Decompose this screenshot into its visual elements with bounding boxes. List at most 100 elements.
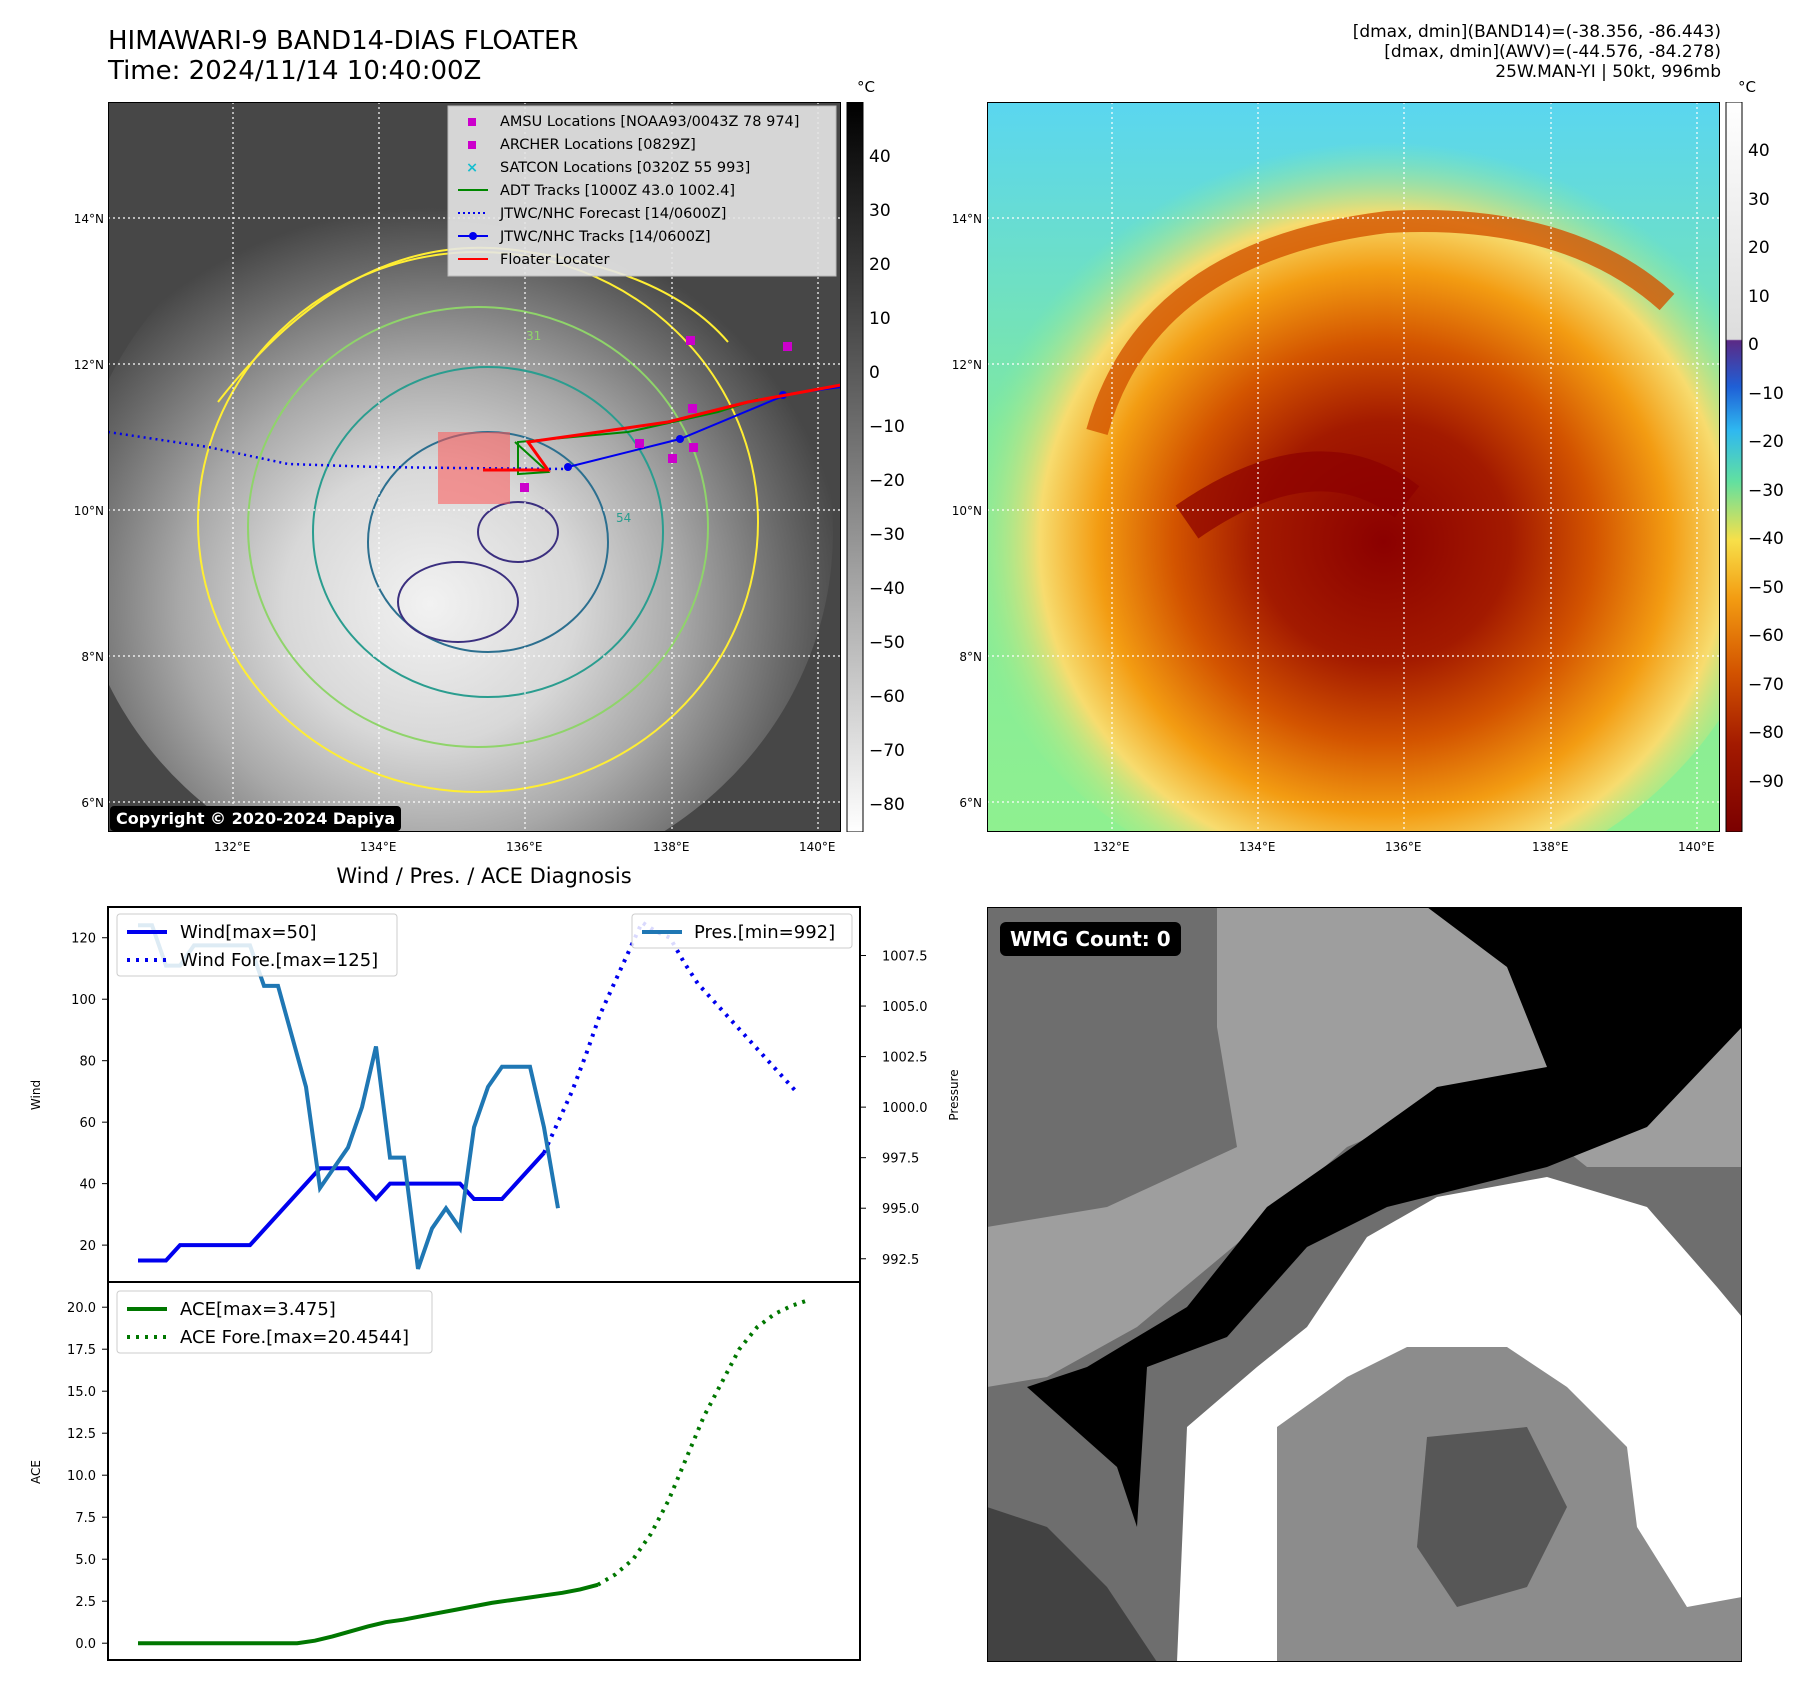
info-line1: [dmax, dmin](BAND14)=(-38.356, -86.443) [1352, 22, 1721, 42]
wind-pressure-chart: Wind Pressure 20 40 60 80 100 120 992.5 995.0 9… [29, 906, 961, 1283]
right-colorbar-tick: −80 [1748, 723, 1784, 743]
left-colorbar-tick: −20 [869, 471, 905, 491]
ace-tick-label: 15.0 [67, 1385, 96, 1400]
outer-rainband [1086, 210, 1675, 435]
legend-amsu-marker [468, 118, 476, 126]
legend-wind-fore: Wind Fore.[max=125] [180, 950, 378, 971]
pressure-tick-label: 1007.5 [882, 950, 928, 965]
lon-label: 140°E [799, 840, 836, 854]
lon-label: 138°E [653, 840, 690, 854]
wmg-dark-corner [987, 1507, 1157, 1662]
jtwc-track-points [564, 391, 787, 471]
ace-tick-label: 12.5 [67, 1427, 96, 1442]
info-line3: 25W.MAN-YI | 50kt, 996mb [1495, 62, 1721, 82]
right-map-lat-labels: 14°N 12°N 10°N 8°N 6°N [938, 102, 982, 832]
legend-ace-fore: ACE Fore.[max=20.4544] [180, 1327, 409, 1348]
wind-tick-label: 60 [79, 1116, 96, 1131]
title-line2: Time: 2024/11/14 10:40:00Z [108, 56, 482, 86]
wind-tick-label: 40 [79, 1178, 96, 1193]
contour-teal [312, 366, 664, 698]
lon-label: 136°E [1385, 840, 1422, 854]
ace-tick-label: 7.5 [75, 1511, 96, 1526]
copyright-badge: Copyright © 2020-2024 Dapiya [110, 806, 402, 831]
left-colorbar-tick: 10 [869, 309, 891, 329]
ace-tick-label: 20.0 [67, 1301, 96, 1316]
contour-green [247, 306, 709, 748]
adt-track [514, 398, 759, 476]
wind-legend [116, 913, 398, 977]
pressure-legend [631, 913, 853, 949]
right-colorbar-tick: −90 [1748, 772, 1784, 792]
left-colorbar-tick: 40 [869, 147, 891, 167]
pressure-tick-label: 992.5 [882, 1253, 919, 1268]
lon-label: 138°E [1532, 840, 1569, 854]
legend-pres: Pres.[min=992] [694, 922, 835, 943]
ace-series-line [138, 1582, 599, 1646]
lat-label: 14°N [73, 212, 104, 226]
right-colorbar-tick: −40 [1748, 529, 1784, 549]
lat-label: 10°N [951, 504, 982, 518]
pressure-tick-label: 1005.0 [882, 1000, 928, 1015]
contour-label-54: 54 [616, 511, 631, 525]
wind-tick-label: 20 [79, 1239, 96, 1254]
ace-tick-label: 17.5 [67, 1343, 96, 1358]
ace-chart: ACE 0.0 2.5 5.0 7.5 10.0 12.5 15.0 17.5 20.0 ACE… [29, 1282, 861, 1661]
left-colorbar-tick: −10 [869, 417, 905, 437]
legend-amsu: AMSU Locations [NOAA93/0043Z 78 974] [500, 114, 799, 130]
pressure-tick-label: 995.0 [882, 1202, 919, 1217]
lon-label: 140°E [1678, 840, 1715, 854]
right-colorbar-tick: 20 [1748, 238, 1770, 258]
contour-indigo [397, 561, 519, 643]
lat-label: 8°N [81, 650, 104, 664]
right-colorbar-tick: 10 [1748, 287, 1770, 307]
legend-wind: Wind[max=50] [180, 922, 317, 943]
right-colorbar: 40 30 20 10 0 −10 −20 −30 −40 −50 −60 −7… [1725, 102, 1784, 832]
wind-series-line [138, 1151, 546, 1263]
legend-satcon-marker: × [466, 160, 478, 176]
right-colorbar-tick: −70 [1748, 675, 1784, 695]
map-legend-box [447, 105, 837, 277]
left-colorbar-tick: −50 [869, 633, 905, 653]
right-colorbar-tick: 0 [1748, 335, 1759, 355]
legend-archer-marker [468, 141, 476, 149]
wmg-panel [987, 907, 1742, 1662]
right-colorbar-tick: −10 [1748, 384, 1784, 404]
jtwc-forecast-track [108, 430, 569, 471]
wind-tick-label: 100 [71, 993, 96, 1008]
left-colorbar-tick: −30 [869, 525, 905, 545]
pressure-tick-label: 1000.0 [882, 1101, 928, 1116]
info-block: [dmax, dmin](BAND14)=(-38.356, -86.443) … [1353, 22, 1721, 82]
inner-rainband [1175, 451, 1420, 539]
wmg-count-badge: WMG Count: 0 [1000, 922, 1181, 956]
left-map-lat-labels: 14°N 12°N 10°N 8°N 6°N [60, 102, 104, 832]
left-colorbar-tick: 0 [869, 363, 880, 383]
lon-label: 132°E [1093, 840, 1130, 854]
right-colorbar-tick: 40 [1748, 141, 1770, 161]
right-colorbar-tick: −20 [1748, 432, 1784, 452]
lat-label: 12°N [73, 358, 104, 372]
ace-tick-label: 5.0 [75, 1553, 96, 1568]
ace-axis-label: ACE [29, 1460, 43, 1484]
main-title: HIMAWARI-9 BAND14-DIAS FLOATER Time: 202… [108, 26, 578, 86]
lat-label: 12°N [951, 358, 982, 372]
left-map-lon-labels: 132°E 134°E 136°E 138°E 140°E [108, 840, 841, 860]
ir-grayscale-map: 31 54 AMSU Locations [NOAA93/0043Z 78 97… [108, 102, 841, 832]
floater-locater [483, 383, 841, 472]
left-colorbar-tick: −40 [869, 579, 905, 599]
ace-tick-label: 10.0 [67, 1469, 96, 1484]
pressure-tick-label: 1002.5 [882, 1051, 928, 1066]
legend-adt: ADT Tracks [1000Z 43.0 1002.4] [500, 183, 735, 199]
wmg-black-band [1027, 907, 1742, 1527]
legend-track: JTWC/NHC Tracks [14/0600Z] [499, 229, 711, 245]
lon-label: 132°E [214, 840, 251, 854]
ace-tick-label: 0.0 [75, 1637, 96, 1652]
ace-legend [116, 1290, 433, 1354]
color-map-gridlines [987, 102, 1720, 832]
lon-label: 134°E [1239, 840, 1276, 854]
left-colorbar-tick: −60 [869, 687, 905, 707]
right-colorbar-tick: 30 [1748, 190, 1770, 210]
floater-box [438, 432, 510, 504]
legend-ace: ACE[max=3.475] [180, 1299, 336, 1320]
legend-track-dot [469, 232, 477, 240]
pressure-axis-label: Pressure [947, 1069, 961, 1120]
